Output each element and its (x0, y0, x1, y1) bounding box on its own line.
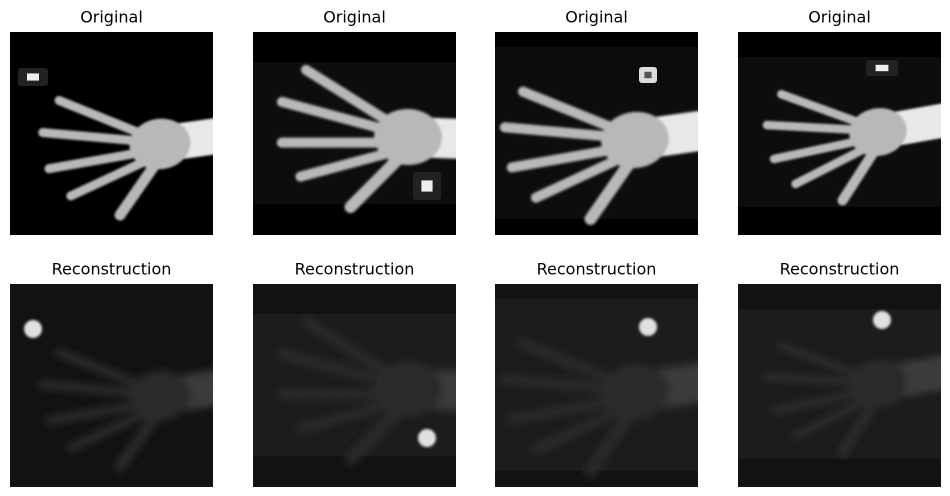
marker-blob (639, 318, 657, 336)
thumb (837, 394, 882, 458)
image (738, 32, 941, 235)
panel-title: Reconstruction (295, 260, 415, 279)
finger (499, 122, 618, 142)
finger (295, 148, 391, 182)
marker-blob (873, 311, 891, 329)
palm (601, 363, 669, 421)
forearm (885, 335, 941, 398)
thumb (584, 404, 639, 477)
thumb (344, 400, 409, 466)
palm (129, 118, 191, 170)
finger (769, 136, 865, 164)
finger (301, 316, 392, 378)
finger (530, 155, 621, 203)
hand (499, 86, 698, 225)
finger (38, 128, 145, 146)
forearm (885, 83, 941, 146)
image (495, 32, 698, 235)
finger (276, 348, 392, 387)
finger (295, 400, 391, 434)
palm (849, 108, 907, 156)
finger (762, 120, 863, 135)
thumb (114, 155, 164, 221)
thumb (837, 142, 882, 206)
thumb (114, 407, 164, 473)
finger (44, 399, 146, 426)
hand (762, 83, 941, 206)
finger (301, 64, 392, 126)
finger (517, 86, 616, 133)
panel-title: Reconstruction (537, 260, 657, 279)
marker-glyph (421, 180, 433, 192)
image (10, 284, 213, 487)
panel-title: Reconstruction (52, 260, 172, 279)
finger (499, 374, 618, 394)
image (253, 32, 456, 235)
finger (530, 407, 621, 455)
finger (66, 409, 148, 453)
palm (374, 360, 442, 418)
hand (38, 95, 213, 221)
finger (276, 137, 391, 148)
image (10, 32, 213, 235)
hand (38, 347, 213, 473)
image (253, 284, 456, 487)
marker-glyph (27, 73, 39, 81)
thumb (584, 152, 639, 225)
finger (762, 372, 863, 387)
hand (276, 316, 456, 466)
finger (44, 147, 146, 174)
marker-blob (418, 429, 436, 447)
hand (499, 338, 698, 477)
palm (129, 370, 191, 422)
panel-title: Original (565, 8, 628, 27)
marker-blob (24, 320, 42, 338)
finger (276, 96, 392, 135)
finger (54, 347, 143, 389)
image (738, 284, 941, 487)
finger (506, 144, 620, 173)
finger (38, 380, 145, 398)
finger (506, 396, 620, 425)
finger (777, 341, 862, 379)
palm (374, 108, 442, 166)
finger (517, 338, 616, 385)
finger (791, 397, 867, 441)
marker-glyph (875, 64, 889, 72)
finger (66, 157, 148, 201)
finger (791, 145, 867, 189)
panel-title: Original (80, 8, 143, 27)
image (495, 284, 698, 487)
finger (276, 389, 391, 400)
finger (769, 388, 865, 416)
finger (777, 89, 862, 127)
hand (762, 335, 941, 458)
hand (276, 64, 456, 214)
thumb (344, 148, 409, 214)
panel-title: Original (808, 8, 871, 27)
panel-title: Original (323, 8, 386, 27)
marker-glyph (644, 71, 652, 79)
panel-title: Reconstruction (780, 260, 900, 279)
palm (849, 360, 907, 408)
palm (601, 111, 669, 169)
finger (54, 95, 143, 137)
